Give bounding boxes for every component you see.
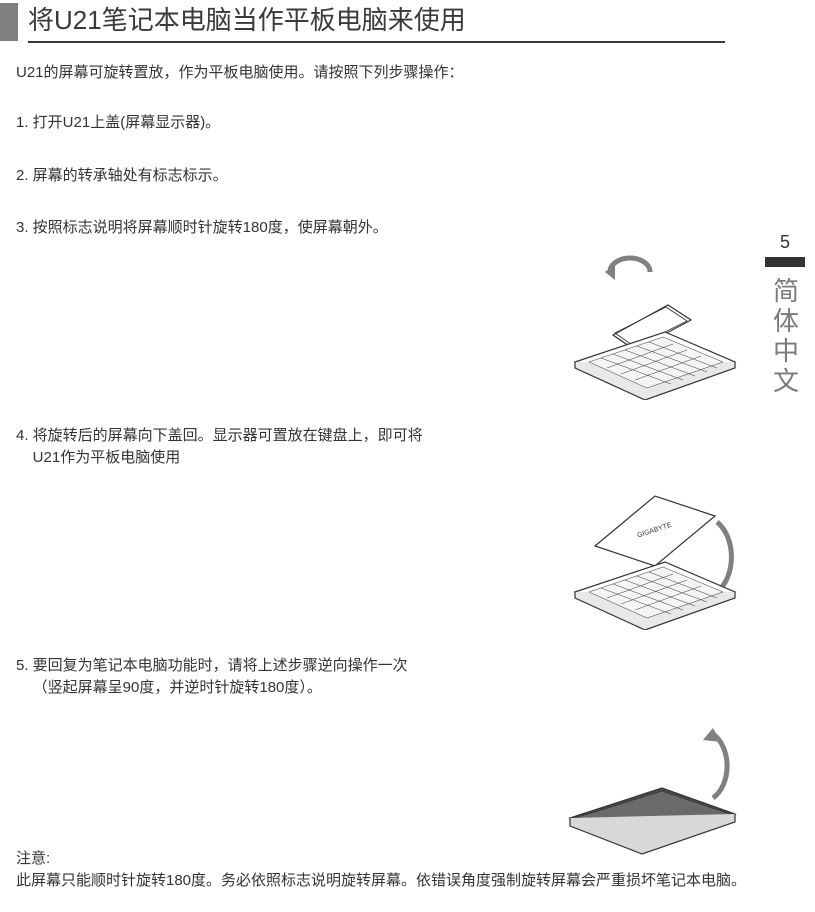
intro-text: U21的屏幕可旋转置放，作为平板电脑使用。请按照下列步骤操作： — [16, 61, 815, 82]
step-4-line2: U21作为平板电脑使用 — [33, 449, 181, 466]
page-title: 将U21笔记本电脑当作平板电脑来使用 — [28, 0, 725, 43]
title-prefix-block — [0, 3, 18, 41]
illustration-3-wrap — [555, 250, 745, 405]
vertical-language-label: 简体中文 — [767, 277, 804, 397]
notice-body: 此屏幕只能顺时针旋转180度。务必依照标志说明旋转屏幕。依错误角度强制旋转屏幕会… — [16, 870, 755, 893]
page-bar — [765, 257, 805, 267]
step-2: 2. 屏幕的转承轴处有标志标示。 — [16, 165, 815, 188]
step-2-text: 2. 屏幕的转承轴处有标志标示。 — [16, 165, 228, 188]
illustration-4-wrap: GIGABYTE — [555, 480, 745, 635]
step-4-text: 4. 将旋转后的屏幕向下盖回。显示器可置放在键盘上，即可将 U21作为平板电脑使… — [16, 425, 423, 470]
notice-block: 注意: 此屏幕只能顺时针旋转180度。务必依照标志说明旋转屏幕。依错误角度强制旋… — [16, 847, 755, 893]
illustration-block-3 — [16, 250, 815, 405]
sidebar: 5 简体中文 — [765, 232, 805, 397]
step-3: 3. 按照标志说明将屏幕顺时针旋转180度，使屏幕朝外。 — [16, 217, 815, 240]
steps-list-2: 4. 将旋转后的屏幕向下盖回。显示器可置放在键盘上，即可将 U21作为平板电脑使… — [16, 425, 815, 470]
step-1-text: 1. 打开U21上盖(屏幕显示器)。 — [16, 112, 220, 135]
page-number: 5 — [780, 232, 790, 253]
illustration-block-5 — [16, 710, 815, 865]
step-5: 5. 要回复为笔记本电脑功能时，请将上述步骤逆向操作一次 （竖起屏幕呈90度，并… — [16, 655, 815, 700]
step-5-text: 5. 要回复为笔记本电脑功能时，请将上述步骤逆向操作一次 （竖起屏幕呈90度，并… — [16, 655, 408, 700]
title-bar: 将U21笔记本电脑当作平板电脑来使用 — [0, 0, 815, 43]
notice-label: 注意: — [16, 847, 755, 868]
step-4: 4. 将旋转后的屏幕向下盖回。显示器可置放在键盘上，即可将 U21作为平板电脑使… — [16, 425, 815, 470]
step-4-line1: 4. 将旋转后的屏幕向下盖回。显示器可置放在键盘上，即可将 — [16, 427, 423, 444]
illustration-block-4: GIGABYTE — [16, 480, 815, 635]
steps-list: 1. 打开U21上盖(屏幕显示器)。 2. 屏幕的转承轴处有标志标示。 3. 按… — [16, 112, 815, 240]
illustration-tablet-mode — [555, 710, 745, 860]
illustration-5-wrap — [555, 710, 745, 865]
illustration-rotate-screen — [555, 250, 745, 400]
step-5-line2: （竖起屏幕呈90度，并逆时针旋转180度）。 — [33, 679, 322, 696]
step-5-line1: 5. 要回复为笔记本电脑功能时，请将上述步骤逆向操作一次 — [16, 657, 408, 674]
step-1: 1. 打开U21上盖(屏幕显示器)。 — [16, 112, 815, 135]
steps-list-3: 5. 要回复为笔记本电脑功能时，请将上述步骤逆向操作一次 （竖起屏幕呈90度，并… — [16, 655, 815, 700]
illustration-fold-down: GIGABYTE — [555, 480, 745, 630]
step-3-text: 3. 按照标志说明将屏幕顺时针旋转180度，使屏幕朝外。 — [16, 217, 388, 240]
